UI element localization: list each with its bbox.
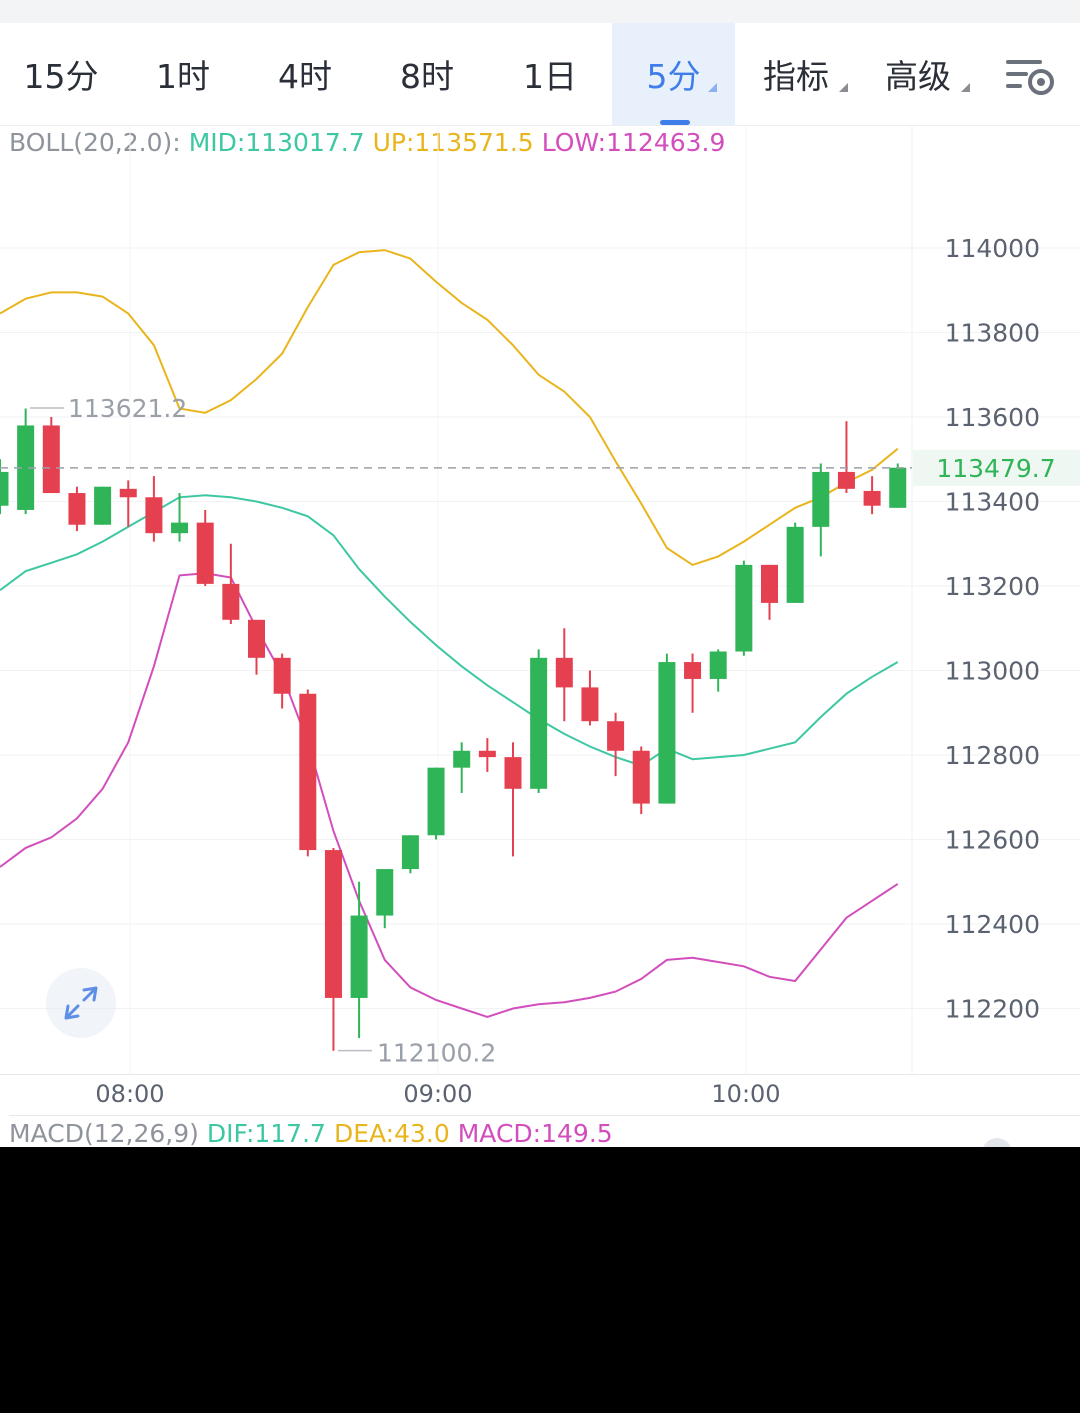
candle-body — [555, 657, 573, 688]
status-bar — [0, 0, 1080, 23]
candle-body — [376, 869, 394, 916]
tab-label: 8时 — [400, 57, 454, 96]
macd-dea-value: DEA:43.0 — [333, 1119, 450, 1147]
tab-indicators[interactable]: 指标 — [735, 23, 857, 125]
candle-body — [709, 651, 727, 679]
candle-body — [786, 526, 804, 603]
boll-legend: BOLL(20,2.0): MID:113017.7 UP:113571.5 L… — [9, 128, 733, 162]
candle-body — [222, 583, 240, 620]
time-tick-label: 08:00 — [95, 1080, 165, 1108]
boll-up-value: UP:113571.5 — [372, 128, 534, 157]
candle-body — [837, 471, 855, 489]
expand-chart-button[interactable] — [46, 968, 116, 1038]
app-screen: 15分 1时 4时 8时 1日 5分 指标 高级 BOLL(20,2.0): M… — [0, 0, 1080, 1147]
candle-body — [427, 767, 445, 836]
candle-body — [299, 693, 317, 851]
candle-body — [684, 662, 702, 679]
tab-label: 4时 — [278, 57, 332, 96]
candle-body — [68, 493, 86, 525]
price-tick-label: 113000 — [945, 657, 1040, 686]
tab-label: 1日 — [523, 57, 577, 96]
tab-8h[interactable]: 8时 — [366, 23, 488, 125]
candle-body — [401, 835, 419, 870]
time-tick-label: 10:00 — [711, 1080, 781, 1108]
candle-body — [735, 564, 753, 652]
high-price-label: 113621.2 — [68, 394, 187, 423]
macd-macd-value: MACD:149.5 — [457, 1119, 613, 1147]
low-price-label: 112100.2 — [377, 1039, 496, 1068]
tab-1h[interactable]: 1时 — [122, 23, 244, 125]
boll-up-line — [0, 249, 899, 567]
caret-down-icon — [839, 83, 848, 92]
candle-body — [863, 490, 881, 506]
price-tick-label: 112800 — [945, 741, 1040, 770]
active-tab-indicator — [660, 120, 690, 125]
candle-body — [273, 657, 291, 694]
candle-body — [632, 750, 650, 804]
candle-body — [607, 721, 625, 751]
price-tick-label: 113400 — [945, 488, 1040, 517]
candle-body — [761, 564, 778, 603]
timeframe-tabs: 15分 1时 4时 8时 1日 5分 指标 高级 — [0, 23, 1080, 126]
candlestick-chart[interactable]: 114000 113800 113600 113400 113200 113000 1128… — [0, 126, 1080, 1074]
tab-5m[interactable]: 5分 — [612, 23, 735, 125]
tab-15m[interactable]: 15分 — [0, 23, 122, 125]
candle-body — [350, 915, 368, 998]
current-price-label: 113479.7 — [936, 454, 1055, 483]
expand-icon — [64, 986, 98, 1020]
candle-body — [196, 522, 214, 584]
boll-mid-value: MID:113017.7 — [188, 128, 365, 157]
tab-1d[interactable]: 1日 — [488, 23, 612, 125]
candle-body — [0, 471, 9, 506]
candle-body — [658, 662, 676, 804]
caret-down-icon — [708, 83, 717, 92]
tab-label: 5分 — [646, 57, 701, 96]
boll-label: BOLL(20,2.0): — [9, 128, 181, 157]
candle-body — [17, 425, 35, 510]
candle-body — [478, 750, 496, 758]
boll-low-value: LOW:112463.9 — [541, 128, 726, 157]
candle-body — [119, 488, 137, 498]
tab-4h[interactable]: 4时 — [244, 23, 366, 125]
tab-advanced[interactable]: 高级 — [857, 23, 979, 125]
candle-body — [504, 757, 522, 789]
candle-body — [324, 850, 342, 998]
scroll-handle[interactable] — [982, 1138, 1012, 1147]
tab-label: 指标 — [763, 57, 829, 96]
price-tick-label: 112200 — [945, 995, 1040, 1024]
candle-body — [145, 497, 163, 534]
candle-body — [42, 425, 60, 494]
candle-body — [453, 750, 471, 768]
candle-body — [581, 687, 599, 722]
candle-body — [530, 657, 548, 789]
price-tick-label: 112400 — [945, 910, 1040, 939]
candle-body — [171, 522, 189, 534]
current-price-tag — [913, 449, 1080, 486]
tab-label: 高级 — [885, 57, 951, 96]
candle-body — [248, 619, 265, 658]
tab-label: 1时 — [156, 57, 210, 96]
price-tick-label: 112600 — [945, 826, 1040, 855]
time-axis: 08:00 09:00 10:00 — [0, 1074, 1080, 1115]
macd-legend: MACD(12,26,9) DIF:117.7 DEA:43.0 MACD:14… — [9, 1115, 1080, 1147]
macd-dif-value: DIF:117.7 — [206, 1119, 326, 1147]
chart-settings-icon[interactable] — [1000, 53, 1060, 97]
candle-body — [889, 467, 907, 508]
caret-down-icon — [961, 83, 970, 92]
candle-body — [94, 486, 112, 525]
price-tick-label: 113800 — [945, 319, 1040, 348]
price-tick-label: 114000 — [945, 234, 1040, 263]
time-tick-label: 09:00 — [403, 1080, 473, 1108]
price-tick-label: 113600 — [945, 403, 1040, 432]
candle-body — [812, 471, 830, 527]
boll-low-line — [0, 572, 899, 1018]
tab-label: 15分 — [23, 57, 99, 96]
price-tick-label: 113200 — [945, 572, 1040, 601]
macd-label: MACD(12,26,9) — [9, 1119, 199, 1147]
